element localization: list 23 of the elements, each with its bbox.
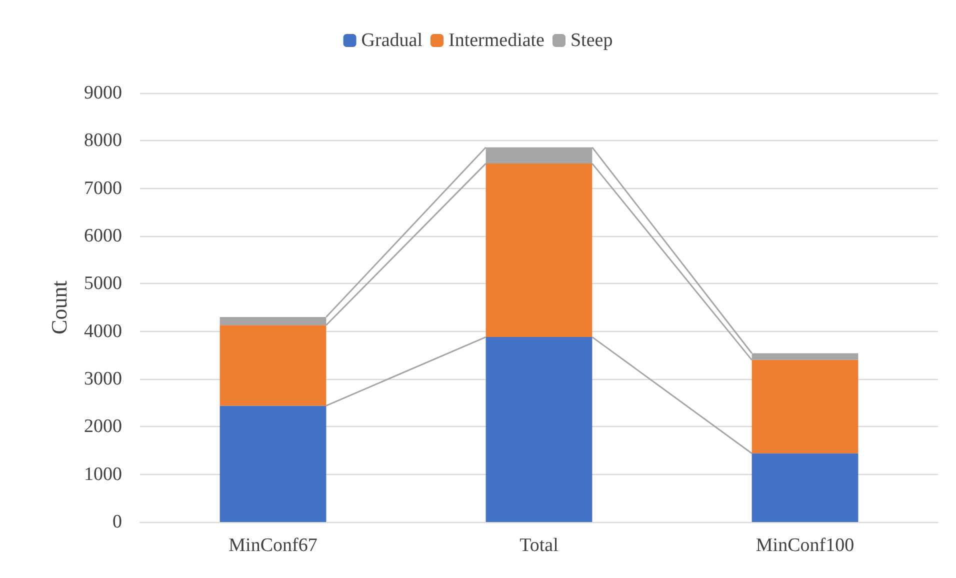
y-tick-label: 6000 bbox=[84, 226, 122, 246]
y-tick-label: 8000 bbox=[84, 130, 122, 152]
y-tick-label: 7000 bbox=[84, 178, 122, 199]
x-tick-label: MinConf100 bbox=[756, 535, 854, 556]
y-tick-label: 4000 bbox=[84, 320, 122, 342]
y-tick-label: 0 bbox=[112, 512, 122, 532]
y-tick-label: 1000 bbox=[84, 464, 122, 485]
y-tick-label: 3000 bbox=[84, 368, 122, 390]
y-tick-label: 9000 bbox=[84, 82, 122, 104]
bar bbox=[752, 453, 858, 522]
bar bbox=[752, 360, 858, 454]
y-axis-title: Count bbox=[46, 280, 72, 334]
legend-label: Steep bbox=[570, 30, 613, 51]
x-tick-label: MinConf67 bbox=[228, 535, 318, 556]
legend-label: Gradual bbox=[361, 30, 422, 51]
bar bbox=[486, 164, 592, 338]
legend-label: Intermediate bbox=[448, 30, 545, 51]
bar bbox=[220, 406, 326, 522]
y-tick-label: 5000 bbox=[84, 273, 122, 294]
y-tick-label: 2000 bbox=[84, 416, 122, 438]
bar bbox=[486, 337, 592, 522]
bar bbox=[220, 325, 326, 406]
x-tick-label: Total bbox=[520, 535, 558, 556]
